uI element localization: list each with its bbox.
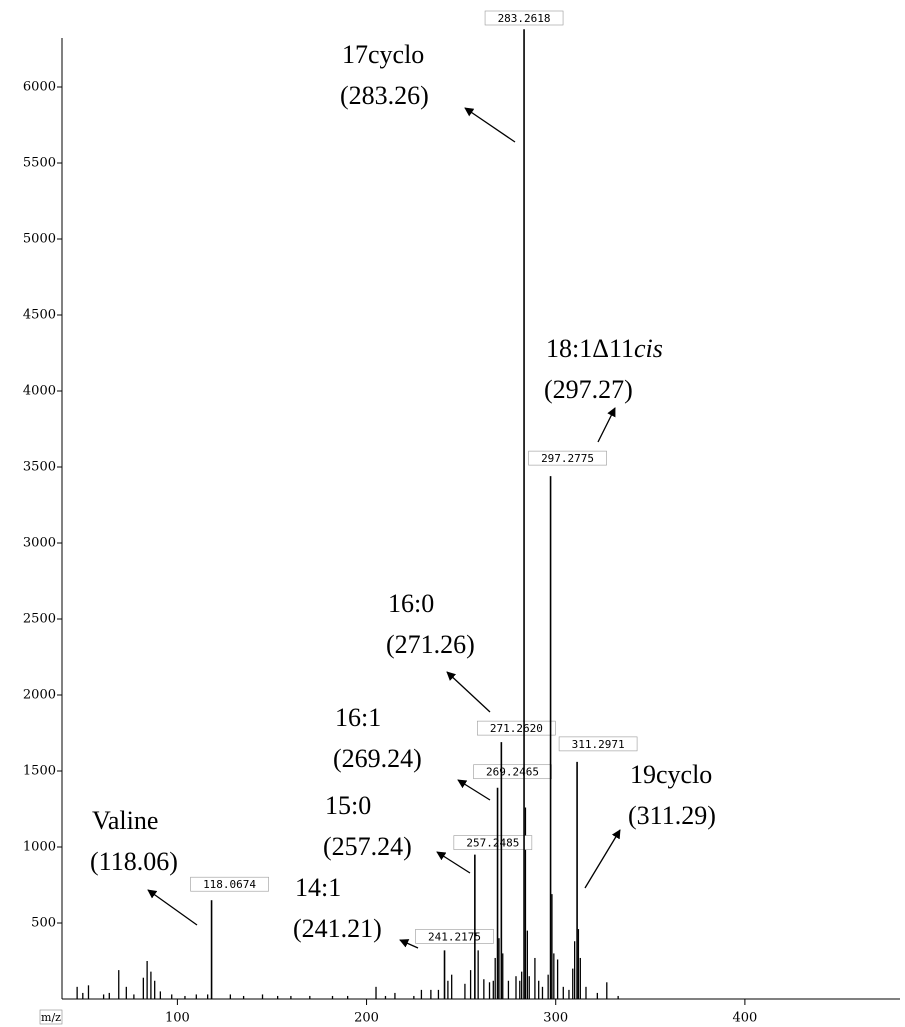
value-label-box	[528, 450, 607, 466]
annotation-arrow	[436, 851, 471, 874]
value-label: 257.2485	[466, 837, 519, 850]
x-label-box	[39, 1009, 63, 1025]
annotation-name: 17cyclo	[342, 40, 424, 69]
value-label-box	[190, 876, 269, 892]
value-label: 297.2775	[541, 452, 594, 465]
x-axis-label: m/z	[41, 1011, 61, 1024]
annotation-name-text: Valine	[92, 806, 158, 835]
y-tick-label: 3500	[23, 460, 56, 475]
annotation-name-text: 15:0	[325, 791, 371, 820]
x-tick-label: 300	[543, 1011, 568, 1026]
annotation-name: 16:1	[335, 703, 381, 732]
y-tick-label: 2000	[23, 688, 56, 703]
annotation-name-text: 19cyclo	[630, 760, 712, 789]
annotation-name-text: 17cyclo	[342, 40, 424, 69]
annotation-mass: (283.26)	[340, 81, 429, 110]
value-label: 269.2465	[486, 766, 539, 779]
value-label-box	[473, 764, 552, 780]
annotation-mass: (257.24)	[323, 832, 412, 861]
y-tick-label: 4000	[23, 384, 56, 399]
x-tick-label: 100	[165, 1011, 190, 1026]
value-label: 283.2618	[498, 12, 551, 25]
value-label: 311.2971	[572, 738, 625, 751]
annotation-name: Valine	[92, 806, 158, 835]
annotation-name: 18:1Δ11cis	[546, 334, 663, 363]
x-tick-label: 200	[354, 1011, 379, 1026]
value-label-box	[484, 10, 564, 26]
x-tick-label: 400	[732, 1011, 757, 1026]
y-tick-label: 5000	[23, 232, 56, 247]
annotation-arrow	[464, 107, 516, 143]
value-label: 241.2175	[428, 930, 481, 943]
annotation-name-italic: cis	[634, 334, 663, 363]
annotation-arrow	[446, 671, 491, 713]
annotation-mass: (269.24)	[333, 744, 422, 773]
annotation-arrow	[597, 407, 616, 443]
y-tick-label: 1000	[23, 840, 56, 855]
annotation-arrow	[584, 829, 621, 889]
annotation-name: 16:0	[388, 589, 434, 618]
y-tick-label: 4500	[23, 308, 56, 323]
annotation-name: 19cyclo	[630, 760, 712, 789]
annotation-name: 14:1	[295, 873, 341, 902]
annotation-mass: (241.21)	[293, 914, 382, 943]
annotation-mass: (271.26)	[386, 630, 475, 659]
annotation-name-text: 18:1Δ11	[546, 334, 634, 363]
y-tick-label: 5500	[23, 156, 56, 171]
y-tick-label: 6000	[23, 80, 56, 95]
annotation-arrow	[457, 779, 491, 801]
annotation-name-text: 16:1	[335, 703, 381, 732]
annotation-mass: (297.27)	[544, 375, 633, 404]
value-label-box	[558, 736, 638, 752]
annotation-arrow	[399, 939, 419, 949]
annotation-name-text: 14:1	[295, 873, 341, 902]
y-tick-label: 3000	[23, 536, 56, 551]
annotation-mass: (118.06)	[90, 847, 178, 876]
y-tick-label: 2500	[23, 612, 56, 627]
value-label: 118.0674	[203, 878, 256, 891]
value-label-box	[453, 835, 533, 850]
value-label: 271.2620	[490, 722, 543, 735]
annotation-mass: (311.29)	[628, 801, 716, 830]
annotation-arrow	[147, 889, 198, 926]
annotation-name: 15:0	[325, 791, 371, 820]
value-label-box	[477, 720, 556, 736]
y-tick-label: 1500	[23, 764, 56, 779]
value-label-box	[415, 929, 494, 944]
y-tick-label: 500	[31, 916, 56, 931]
annotation-name-text: 16:0	[388, 589, 434, 618]
